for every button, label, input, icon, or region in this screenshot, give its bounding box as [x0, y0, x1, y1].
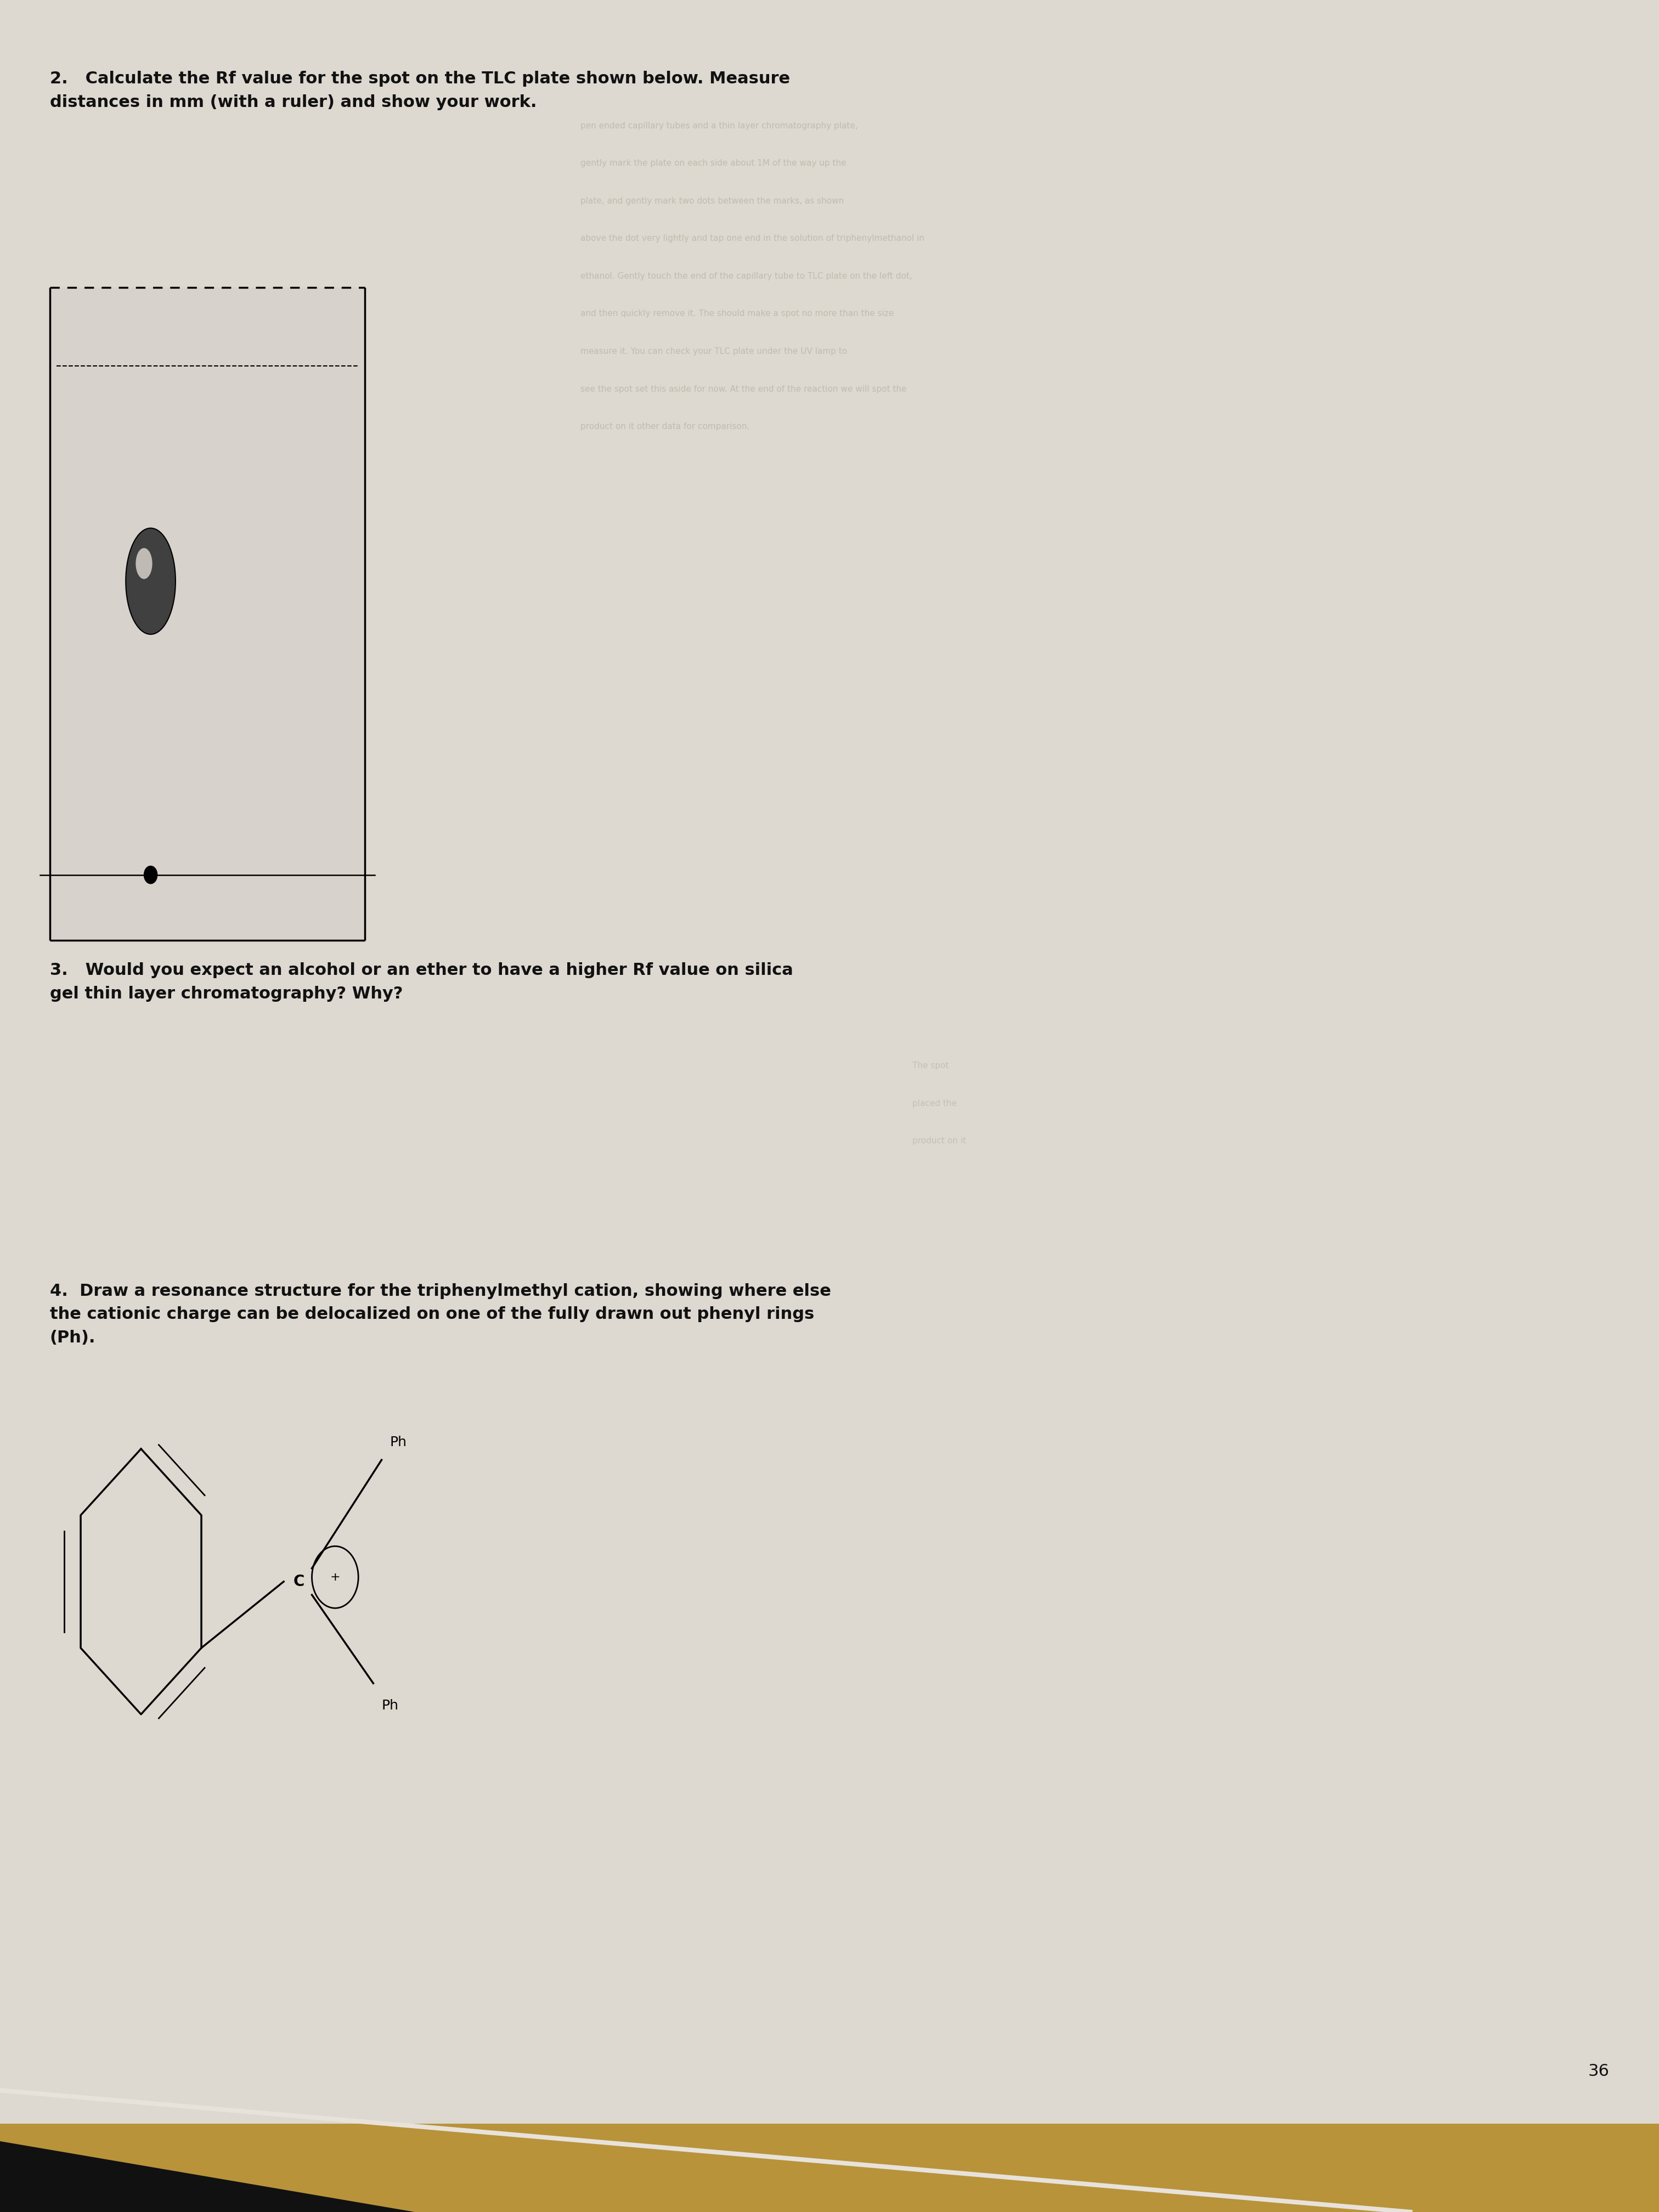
Bar	[50, 288, 365, 940]
Polygon shape	[0, 2141, 415, 2212]
Text: 3.   Would you expect an alcohol or an ether to have a higher Rf value on silica: 3. Would you expect an alcohol or an eth…	[50, 962, 793, 1002]
Bar	[0, 2124, 1659, 2212]
Text: 2.   Calculate the Rf value for the spot on the TLC plate shown below. Measure
d: 2. Calculate the Rf value for the spot o…	[50, 71, 790, 111]
Text: product on it other data for comparison.: product on it other data for comparison.	[581, 422, 750, 431]
Text: gently mark the plate on each side about 1M of the way up the: gently mark the plate on each side about…	[581, 159, 846, 168]
Ellipse shape	[136, 549, 153, 580]
Text: ethanol. Gently touch the end of the capillary tube to TLC plate on the left dot: ethanol. Gently touch the end of the cap…	[581, 272, 912, 281]
Text: and then quickly remove it. The should make a spot no more than the size: and then quickly remove it. The should m…	[581, 310, 894, 319]
Ellipse shape	[126, 529, 176, 635]
Text: C: C	[294, 1575, 304, 1588]
Text: product on it: product on it	[912, 1137, 966, 1146]
Text: placed the: placed the	[912, 1099, 957, 1108]
Text: The spot: The spot	[912, 1062, 949, 1071]
Text: Ph: Ph	[390, 1436, 406, 1449]
Text: see the spot set this aside for now. At the end of the reaction we will spot the: see the spot set this aside for now. At …	[581, 385, 907, 394]
Text: 36: 36	[1588, 2064, 1609, 2079]
Text: above the dot very lightly and tap one end in the solution of triphenylmethanol : above the dot very lightly and tap one e…	[581, 234, 924, 243]
Text: +: +	[330, 1573, 340, 1582]
Text: plate, and gently mark two dots between the marks, as shown: plate, and gently mark two dots between …	[581, 197, 844, 206]
Text: Ph: Ph	[382, 1699, 398, 1712]
Text: measure it. You can check your TLC plate under the UV lamp to: measure it. You can check your TLC plate…	[581, 347, 848, 356]
Circle shape	[144, 867, 158, 885]
Text: 4.  Draw a resonance structure for the triphenylmethyl cation, showing where els: 4. Draw a resonance structure for the tr…	[50, 1283, 831, 1345]
Text: pen ended capillary tubes and a thin layer chromatography plate,: pen ended capillary tubes and a thin lay…	[581, 122, 858, 131]
